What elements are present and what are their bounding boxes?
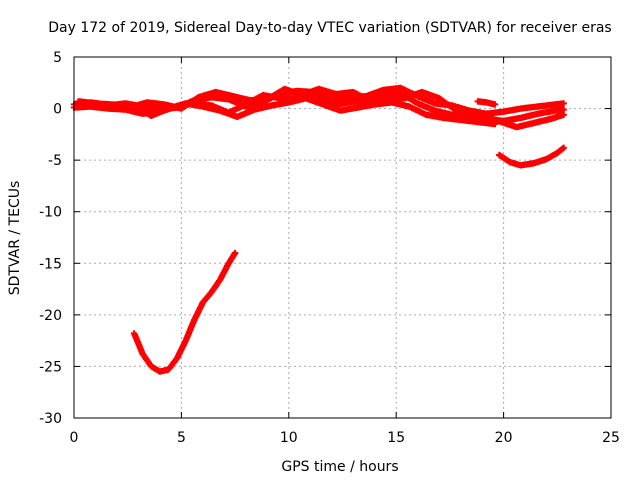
grid — [74, 57, 611, 418]
x-tick-label: 5 — [177, 430, 186, 446]
x-tick-label: 20 — [495, 430, 513, 446]
data-points — [70, 84, 567, 375]
data-point-markers — [130, 249, 239, 375]
y-tick-label: -20 — [39, 308, 62, 324]
y-tick-label: -5 — [48, 153, 62, 169]
x-tick-label: 15 — [387, 430, 405, 446]
y-tick-label: -10 — [39, 205, 62, 221]
y-tick-label: 0 — [53, 102, 62, 118]
x-axis-label: GPS time / hours — [281, 459, 398, 475]
y-tick-label: -15 — [39, 256, 62, 272]
data-point-markers — [496, 144, 567, 169]
plot-frame — [73, 56, 612, 419]
x-tick-label: 0 — [70, 430, 79, 446]
chart-title: Day 172 of 2019, Sidereal Day-to-day VTE… — [48, 20, 611, 36]
series-arc-short — [474, 98, 499, 108]
y-tick-label: -25 — [39, 359, 62, 375]
x-tick-label: 25 — [602, 430, 620, 446]
data-point-markers — [79, 95, 499, 128]
ticks: 0 5 10 15 20 25 -30 -25 -20 -15 -10 -5 0 5 — [39, 50, 620, 446]
y-axis-label: SDTVAR / TECUs — [7, 181, 23, 296]
series-arc-upper-4 — [79, 95, 499, 128]
x-tick-label: 10 — [280, 430, 298, 446]
series-arc-dip — [130, 249, 239, 375]
data-point-markers — [474, 98, 499, 108]
y-tick-label: 5 — [53, 50, 62, 66]
series-arc-right-lower — [496, 144, 567, 169]
y-tick-label: -30 — [39, 411, 62, 427]
